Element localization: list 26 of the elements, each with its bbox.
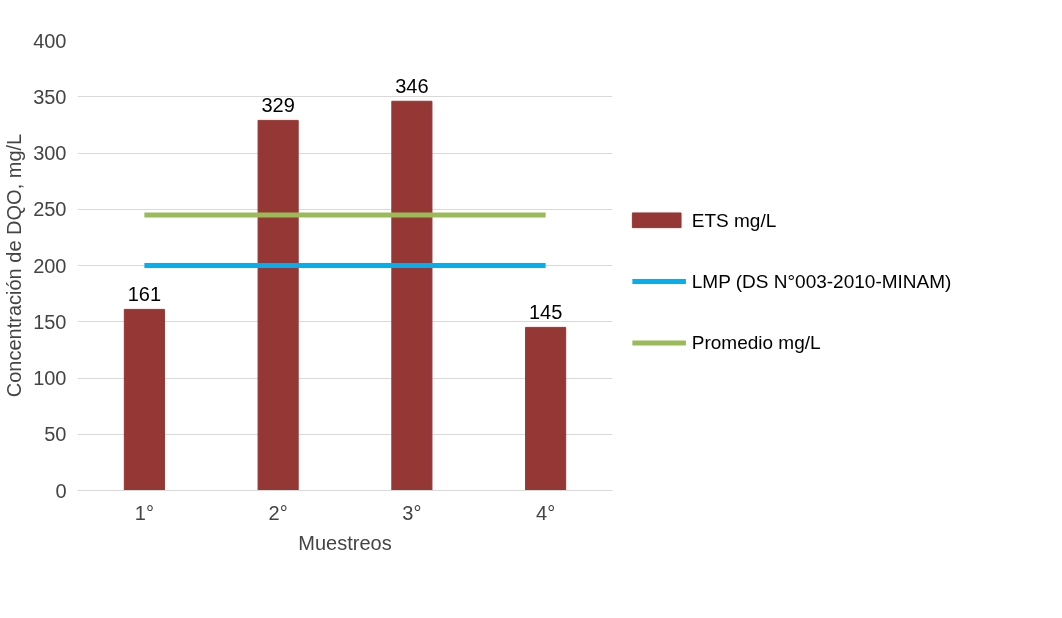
legend-label: LMP (DS N°003-2010-MINAM) <box>691 271 952 293</box>
bar <box>123 308 165 491</box>
data-label: 145 <box>528 301 563 324</box>
y-tick-label: 400 <box>33 29 67 52</box>
y-tick-label: 50 <box>44 423 67 446</box>
bar <box>525 326 567 491</box>
y-tick-label: 0 <box>55 479 67 502</box>
x-tick-label: 3° <box>402 501 422 524</box>
legend-label: Promedio mg/L <box>691 332 821 354</box>
x-tick-label: 1° <box>134 501 154 524</box>
legend-label: ETS mg/L <box>691 209 777 231</box>
data-label: 346 <box>395 75 429 98</box>
x-tick-label: 4° <box>536 501 556 524</box>
data-label: 329 <box>261 94 295 117</box>
x-tick-label: 2° <box>268 501 288 524</box>
y-tick-label: 200 <box>33 254 67 277</box>
y-tick-label: 100 <box>33 367 67 389</box>
data-label: 161 <box>127 283 162 306</box>
y-tick-label: 150 <box>33 310 67 333</box>
y-axis-title: Concentración de DQO, mg/L <box>3 133 26 398</box>
y-tick-label: 250 <box>33 198 67 221</box>
bar <box>391 100 433 491</box>
bar <box>257 119 299 491</box>
y-tick-label: 300 <box>33 142 67 164</box>
x-axis-title: Muestreos <box>298 531 392 554</box>
y-tick-label: 350 <box>33 85 67 108</box>
